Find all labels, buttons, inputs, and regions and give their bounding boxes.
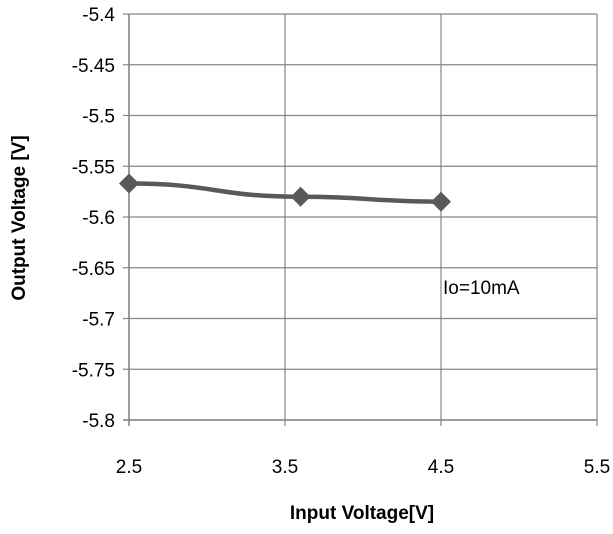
y-tick-label-5: -5.65 (72, 259, 115, 280)
x-tick-label-2: 4.5 (428, 457, 454, 478)
data-point-1 (290, 186, 311, 207)
y-tick-label-1: -5.45 (72, 56, 115, 77)
grid-lines (128, 13, 598, 421)
x-tick-label-3: 5.5 (584, 457, 610, 478)
x-tick-label-1: 3.5 (272, 457, 298, 478)
y-tick-label-4: -5.6 (82, 208, 115, 229)
data-point-2 (431, 191, 451, 212)
data-point-0 (119, 173, 139, 194)
x-tick-label-0: 2.5 (116, 457, 142, 478)
x-tick-labels: 2.5 3.5 4.5 5.5 (116, 420, 610, 478)
y-axis-title: Output Voltage [V] (9, 135, 30, 300)
series-group (119, 173, 451, 212)
y-tick-label-8: -5.8 (82, 411, 115, 432)
y-tick-labels: -5.4 -5.45 -5.5 -5.55 -5.6 -5.65 -5.7 -5.75 -5.8 (72, 5, 129, 432)
annotation-io: Io=10mA (443, 278, 520, 299)
y-tick-label-6: -5.7 (82, 310, 115, 331)
y-tick-label-0: -5.4 (82, 5, 115, 26)
x-axis-title: Input Voltage[V] (290, 503, 434, 524)
y-tick-label-3: -5.55 (72, 157, 115, 178)
y-tick-label-2: -5.5 (82, 107, 115, 128)
y-tick-label-7: -5.75 (72, 360, 115, 381)
